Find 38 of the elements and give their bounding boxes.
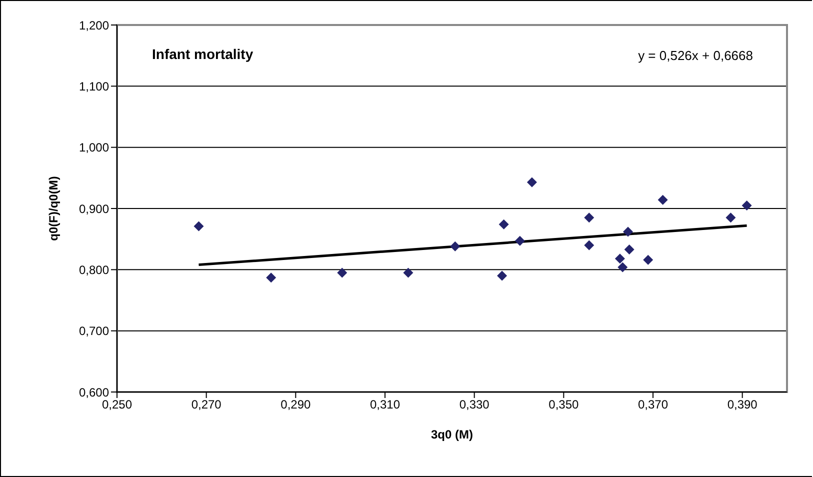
x-tick-label: 0,250 xyxy=(102,398,132,412)
annotation: y = 0,526x + 0,6668 xyxy=(638,48,753,63)
x-tick-label: 0,330 xyxy=(459,398,490,412)
y-tick-label: 1,100 xyxy=(78,79,110,94)
x-tick-label: 0,370 xyxy=(638,398,668,412)
y-tick-label: 0,600 xyxy=(78,385,110,400)
point xyxy=(658,194,668,205)
point xyxy=(497,270,508,281)
x-tick-label: 0,310 xyxy=(370,398,400,412)
point xyxy=(498,219,509,230)
point xyxy=(618,262,628,272)
x-axis-title: 3q0 (M) xyxy=(431,428,474,442)
y-tick-label: 0,900 xyxy=(78,202,110,216)
x-tick-label: 0,290 xyxy=(280,398,312,412)
point xyxy=(194,221,204,232)
text: Infant mortality xyxy=(152,46,254,62)
y-tick-label: 0,800 xyxy=(78,262,110,277)
y-tick-label: 0,700 xyxy=(78,324,110,338)
point xyxy=(514,236,525,246)
point xyxy=(643,254,654,265)
point xyxy=(622,226,633,237)
point xyxy=(337,268,348,278)
point xyxy=(584,240,594,250)
point xyxy=(450,241,460,252)
point xyxy=(584,212,594,223)
y-axis-title: q0(F)/q0(M) xyxy=(46,176,60,241)
point xyxy=(526,177,537,188)
x-tick-label: 0,350 xyxy=(548,398,580,412)
point xyxy=(624,244,634,254)
y-tick-label: 1,000 xyxy=(78,140,110,155)
point xyxy=(742,200,752,210)
point xyxy=(726,212,736,223)
point xyxy=(266,272,276,283)
point xyxy=(614,254,625,264)
x-tick-label: 0,390 xyxy=(727,398,758,412)
x-tick-label: 0,270 xyxy=(191,398,222,412)
y-tick-label: 1,200 xyxy=(78,18,110,32)
point xyxy=(403,268,414,278)
